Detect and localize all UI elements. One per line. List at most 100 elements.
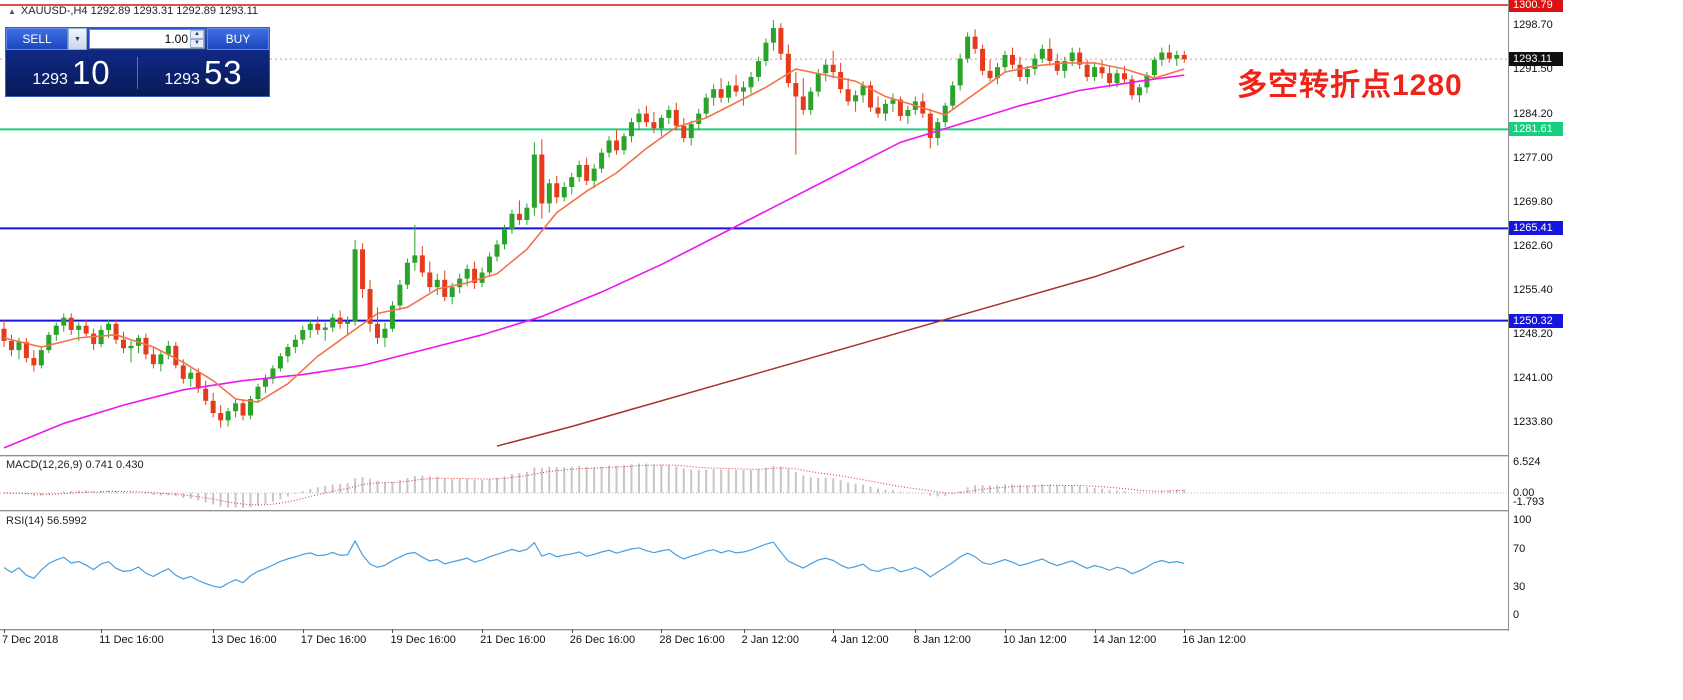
candle-body [285,347,291,357]
candle-body [121,339,127,349]
rsi-tick-label: 0 [1513,609,1520,621]
time-tick-label: 2 Jan 12:00 [741,634,800,646]
macd-signal-line [3,464,1185,506]
panel-separator[interactable] [0,629,1683,631]
chart-annotation-text[interactable]: 多空转折点1280 [1237,69,1463,102]
price-divider [137,57,138,89]
candle-body [1069,52,1075,62]
time-tick-label: 16 Jan 12:00 [1182,634,1246,646]
candle-body [1181,54,1187,60]
time-tick-label: 21 Dec 16:00 [480,634,546,646]
candle-body [1092,67,1098,77]
candle-body [389,305,395,329]
candle-body [785,53,791,84]
price-axis[interactable]: 1298.70 1291.50 1284.20 1277.00 1269.80 1262.… [1509,0,1683,651]
price-tick-label: 1255.40 [1513,283,1553,296]
candle-body [31,358,37,366]
candle-body [905,109,911,117]
chevron-down-icon: ▼ [194,40,200,46]
candle-body [1136,87,1142,96]
level-price-badge: 1300.79 [1509,0,1563,12]
price-tick-label: 1298.70 [1513,19,1553,31]
current-price-badge: 1293.11 [1509,52,1563,67]
ask-price-pips: 53 [203,54,243,91]
volume-step-down-button[interactable]: ▼ [190,39,204,48]
axis-separator [1508,0,1509,651]
bid-price[interactable]: 1293 10 [6,54,137,92]
chart-ohlc-header: ▲ XAUUSD-,H4 1292.89 1293.31 1292.89 129… [8,5,258,17]
candle-body [322,327,328,330]
rsi-tick-label: 70 [1513,542,1526,555]
time-tick-label: 13 Dec 16:00 [211,634,277,646]
candle-body [1159,52,1165,60]
candle-body [770,28,776,43]
time-tick-label: 4 Jan 12:00 [831,634,889,646]
ask-price-main: 1293 [164,71,200,88]
candle-body [180,365,186,379]
candle-body [23,342,29,359]
macd-tick-label: 6.524 [1513,456,1541,468]
candle-body [1047,48,1053,62]
candle-body [972,36,978,49]
candle-body [524,207,530,220]
rsi-panel-canvas[interactable] [0,512,1508,629]
candle-body [210,400,216,414]
candle-body [860,85,866,96]
volume-stepper: ▲ ▼ [190,30,204,48]
trade-panel-prices: 1293 10 1293 53 [6,50,269,96]
candle-body [741,87,747,92]
candle-body [845,89,851,102]
candle-body [225,411,231,421]
candle-body [113,323,119,340]
time-tick [1094,629,1096,633]
panel-separator[interactable] [0,455,1683,457]
candle-body [823,64,829,74]
candle-body [419,255,425,273]
time-tick [4,629,5,633]
volume-dropdown-button[interactable]: ▼ [68,28,87,50]
candle-body [614,140,620,151]
candle-body [38,350,44,366]
candle-body [599,152,605,169]
candle-body [300,329,306,340]
candle-body [995,67,1001,79]
buy-button[interactable]: BUY [207,28,269,50]
price-tick-label: 1248.20 [1513,327,1553,340]
candle-body [464,268,470,279]
candle-body [875,107,881,114]
candle-body [195,372,201,389]
chevron-down-icon: ▼ [74,35,81,43]
candle-body [61,317,67,326]
candle-body [150,354,156,365]
candle-body [546,183,552,204]
time-tick-label: 14 Jan 12:00 [1092,634,1157,646]
macd-indicator-label: MACD(12,26,9) 0.741 0.430 [6,459,144,471]
candle-body [569,177,575,187]
price-chart-canvas[interactable] [0,0,1508,455]
candle-body [576,164,582,178]
volume-input[interactable] [90,30,204,48]
candle-body [800,96,806,110]
macd-panel-canvas[interactable] [0,457,1508,510]
time-tick [1184,629,1186,633]
candle-body [830,64,836,73]
panel-separator[interactable] [0,510,1683,512]
ask-price[interactable]: 1293 53 [138,54,269,92]
candle-body [1151,59,1157,76]
candle-body [449,287,455,297]
sell-button[interactable]: SELL [6,28,68,50]
candle-body [1166,52,1172,59]
time-tick [571,629,573,633]
candle-body [203,388,209,401]
candle-body [606,140,612,153]
rsi-tick-label: 100 [1513,514,1532,526]
candle-body [442,279,448,297]
price-tick-label: 1269.80 [1513,195,1553,208]
candle-body [658,117,664,129]
candle-body [91,333,97,344]
candle-body [487,256,493,273]
volume-step-up-button[interactable]: ▲ [190,30,204,39]
volume-field-wrap: ▲ ▼ [89,29,205,49]
candle-body [733,85,739,92]
time-axis[interactable]: 7 Dec 2018 11 Dec 16:00 13 Dec 16:00 17 Dec… [0,629,1683,652]
